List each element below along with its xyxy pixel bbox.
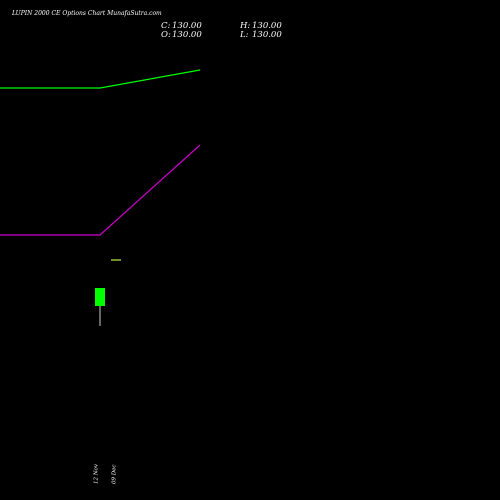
close-label: C: xyxy=(161,21,171,31)
close-value: 130.00 xyxy=(172,21,202,31)
series-line-1 xyxy=(0,144,201,236)
open-label: O: xyxy=(161,30,171,40)
series-line-0 xyxy=(0,69,201,89)
candle-body-0 xyxy=(95,288,105,306)
chart-title: LUPIN 2000 CE Options Chart MunafaSutra.… xyxy=(11,10,162,17)
x-tick-label-0: 12 Nov xyxy=(94,463,100,484)
high-label: H: xyxy=(239,21,250,31)
open-value: 130.00 xyxy=(172,30,202,40)
candle-layer xyxy=(95,259,121,326)
series-layer xyxy=(0,69,201,236)
x-tick-label-1: 09 Dec xyxy=(112,465,118,485)
high-value: 130.00 xyxy=(252,21,282,31)
low-value: 130.00 xyxy=(252,30,282,40)
x-axis-ticks: 12 Nov 09 Dec xyxy=(94,463,118,484)
low-label: L: xyxy=(239,30,249,40)
